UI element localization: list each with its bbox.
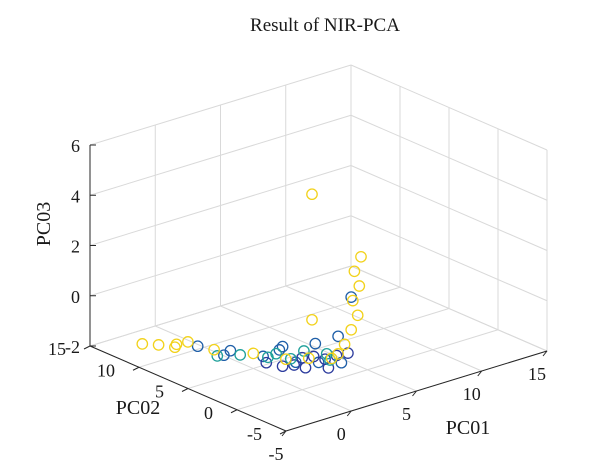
y-tick-label: 10 <box>97 360 115 380</box>
y-tick <box>279 430 287 435</box>
x-tick <box>346 410 352 417</box>
data-point <box>332 330 344 343</box>
x-tick-label: 5 <box>402 404 411 424</box>
side-wall-grid-line <box>350 114 548 201</box>
data-point <box>296 351 309 364</box>
back-wall-grid-line <box>89 165 352 246</box>
x-tick <box>477 370 483 377</box>
x-tick-label: 0 <box>337 424 346 444</box>
floor-grid-line <box>138 286 401 368</box>
z-tick-label: 6 <box>71 136 80 156</box>
y-axis-label: PC02 <box>116 397 160 419</box>
data-point <box>345 323 358 336</box>
y-tick-label: 5 <box>155 382 164 402</box>
data-point <box>182 336 194 348</box>
data-point <box>299 361 312 374</box>
x-tick-label: 10 <box>463 384 481 404</box>
y-tick <box>132 366 140 371</box>
data-point <box>309 337 322 350</box>
data-point <box>302 352 315 365</box>
z-axis-label: PC03 <box>33 202 55 246</box>
z-tick-label: -2 <box>65 337 80 357</box>
y-tick <box>181 388 189 392</box>
data-point <box>353 280 366 292</box>
data-point <box>270 347 282 360</box>
data-point <box>306 188 318 201</box>
data-point <box>247 347 260 360</box>
data-point <box>288 359 300 371</box>
x-tick <box>542 350 548 357</box>
data-point <box>136 338 149 350</box>
back-wall-grid-line <box>89 265 352 347</box>
z-tick-label: 0 <box>71 287 80 307</box>
chart-title: Result of NIR-PCA <box>250 15 400 36</box>
data-point <box>355 250 367 263</box>
data-point <box>260 356 273 369</box>
floor-grid-line <box>187 308 450 389</box>
y-tick <box>83 345 91 350</box>
data-point <box>280 353 292 366</box>
data-point <box>324 354 336 366</box>
data-point <box>346 294 359 307</box>
data-point <box>307 350 320 363</box>
data-point <box>152 339 165 351</box>
data-point <box>218 349 230 362</box>
data-point <box>298 345 310 357</box>
data-point <box>319 353 331 366</box>
y-tick-label: 15 <box>48 339 66 359</box>
data-point <box>208 343 220 356</box>
z-tick-label: 4 <box>71 186 80 206</box>
y-tick-label: 0 <box>204 403 213 423</box>
data-point <box>284 352 297 365</box>
data-point <box>191 340 204 353</box>
data-point <box>332 348 344 360</box>
x-tick <box>412 390 417 397</box>
back-wall-grid-line <box>89 114 352 196</box>
floor-grid-line <box>236 329 499 411</box>
data-point <box>273 344 286 356</box>
x-tick-label: -5 <box>269 444 284 461</box>
side-wall-grid-line <box>350 265 548 352</box>
y-tick-label: -5 <box>247 424 262 444</box>
back-wall-grid-line <box>89 215 352 297</box>
side-wall-grid-line <box>350 165 548 251</box>
y-tick <box>230 409 238 414</box>
data-point <box>338 338 351 351</box>
data-point <box>211 350 224 362</box>
data-point <box>276 360 289 373</box>
x-axis-label: PC01 <box>446 417 490 439</box>
data-point <box>306 313 318 326</box>
x-tick-label: 15 <box>528 364 546 384</box>
data-point <box>170 338 183 351</box>
data-point <box>351 309 364 322</box>
side-wall-grid-line <box>350 215 548 302</box>
side-wall-grid-line <box>350 64 548 151</box>
data-point <box>276 340 289 353</box>
back-wall-grid-line <box>89 64 352 146</box>
data-point <box>348 265 361 278</box>
data-point <box>234 349 247 361</box>
z-tick-label: 2 <box>71 237 80 257</box>
